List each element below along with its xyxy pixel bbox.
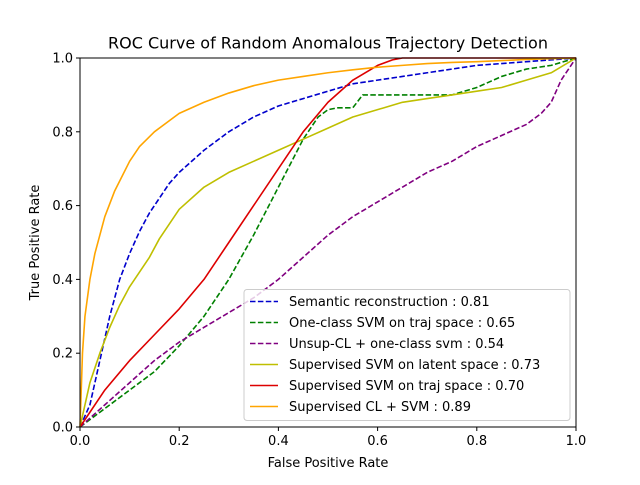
legend-entries: Semantic reconstruction : 0.81 One-class …: [250, 295, 540, 415]
x-axis: 0.0 0.2 0.4 0.6 0.8 1.0: [70, 427, 587, 449]
chart-title: ROC Curve of Random Anomalous Trajectory…: [108, 34, 548, 53]
y-axis: 0.0 0.2 0.4 0.6 0.8 1.0: [52, 52, 80, 436]
series-line-1: [79, 57, 577, 428]
plot-area-frame: [79, 57, 577, 428]
x-tick-label: 0.8: [466, 434, 487, 449]
y-tick-label: 0.6: [52, 199, 73, 214]
series-line-2: [79, 57, 577, 428]
legend-label-2: One-class SVM on traj space : 0.65: [289, 316, 515, 331]
legend-label-6: Supervised CL + SVM : 0.89: [289, 400, 471, 415]
legend-label-4: Supervised SVM on latent space : 0.73: [289, 358, 540, 373]
y-tick-label: 0.8: [52, 125, 73, 140]
series-line-4: [79, 57, 577, 428]
x-tick-label: 1.0: [566, 434, 587, 449]
legend: Semantic reconstruction : 0.81 One-class …: [243, 289, 571, 421]
legend-frame: [243, 289, 571, 421]
x-tick-label: 0.2: [169, 434, 190, 449]
legend-label-1: Semantic reconstruction : 0.81: [289, 295, 490, 310]
y-tick-label: 1.0: [52, 52, 73, 67]
series-line-3: [79, 57, 577, 428]
y-tick-label: 0.2: [52, 347, 73, 362]
legend-label-5: Supervised SVM on traj space : 0.70: [289, 379, 524, 394]
x-tick-label: 0.4: [268, 434, 289, 449]
y-axis-label: True Positive Rate: [28, 185, 43, 302]
series-line-6: [79, 57, 577, 428]
y-tick-label: 0.4: [52, 273, 73, 288]
x-tick-label: 0.6: [367, 434, 388, 449]
y-tick-label: 0.0: [52, 421, 73, 436]
legend-label-3: Unsup-CL + one-class svm : 0.54: [289, 337, 504, 352]
x-tick-label: 0.0: [70, 434, 91, 449]
series-layer: [79, 57, 577, 428]
x-axis-label: False Positive Rate: [268, 456, 389, 471]
